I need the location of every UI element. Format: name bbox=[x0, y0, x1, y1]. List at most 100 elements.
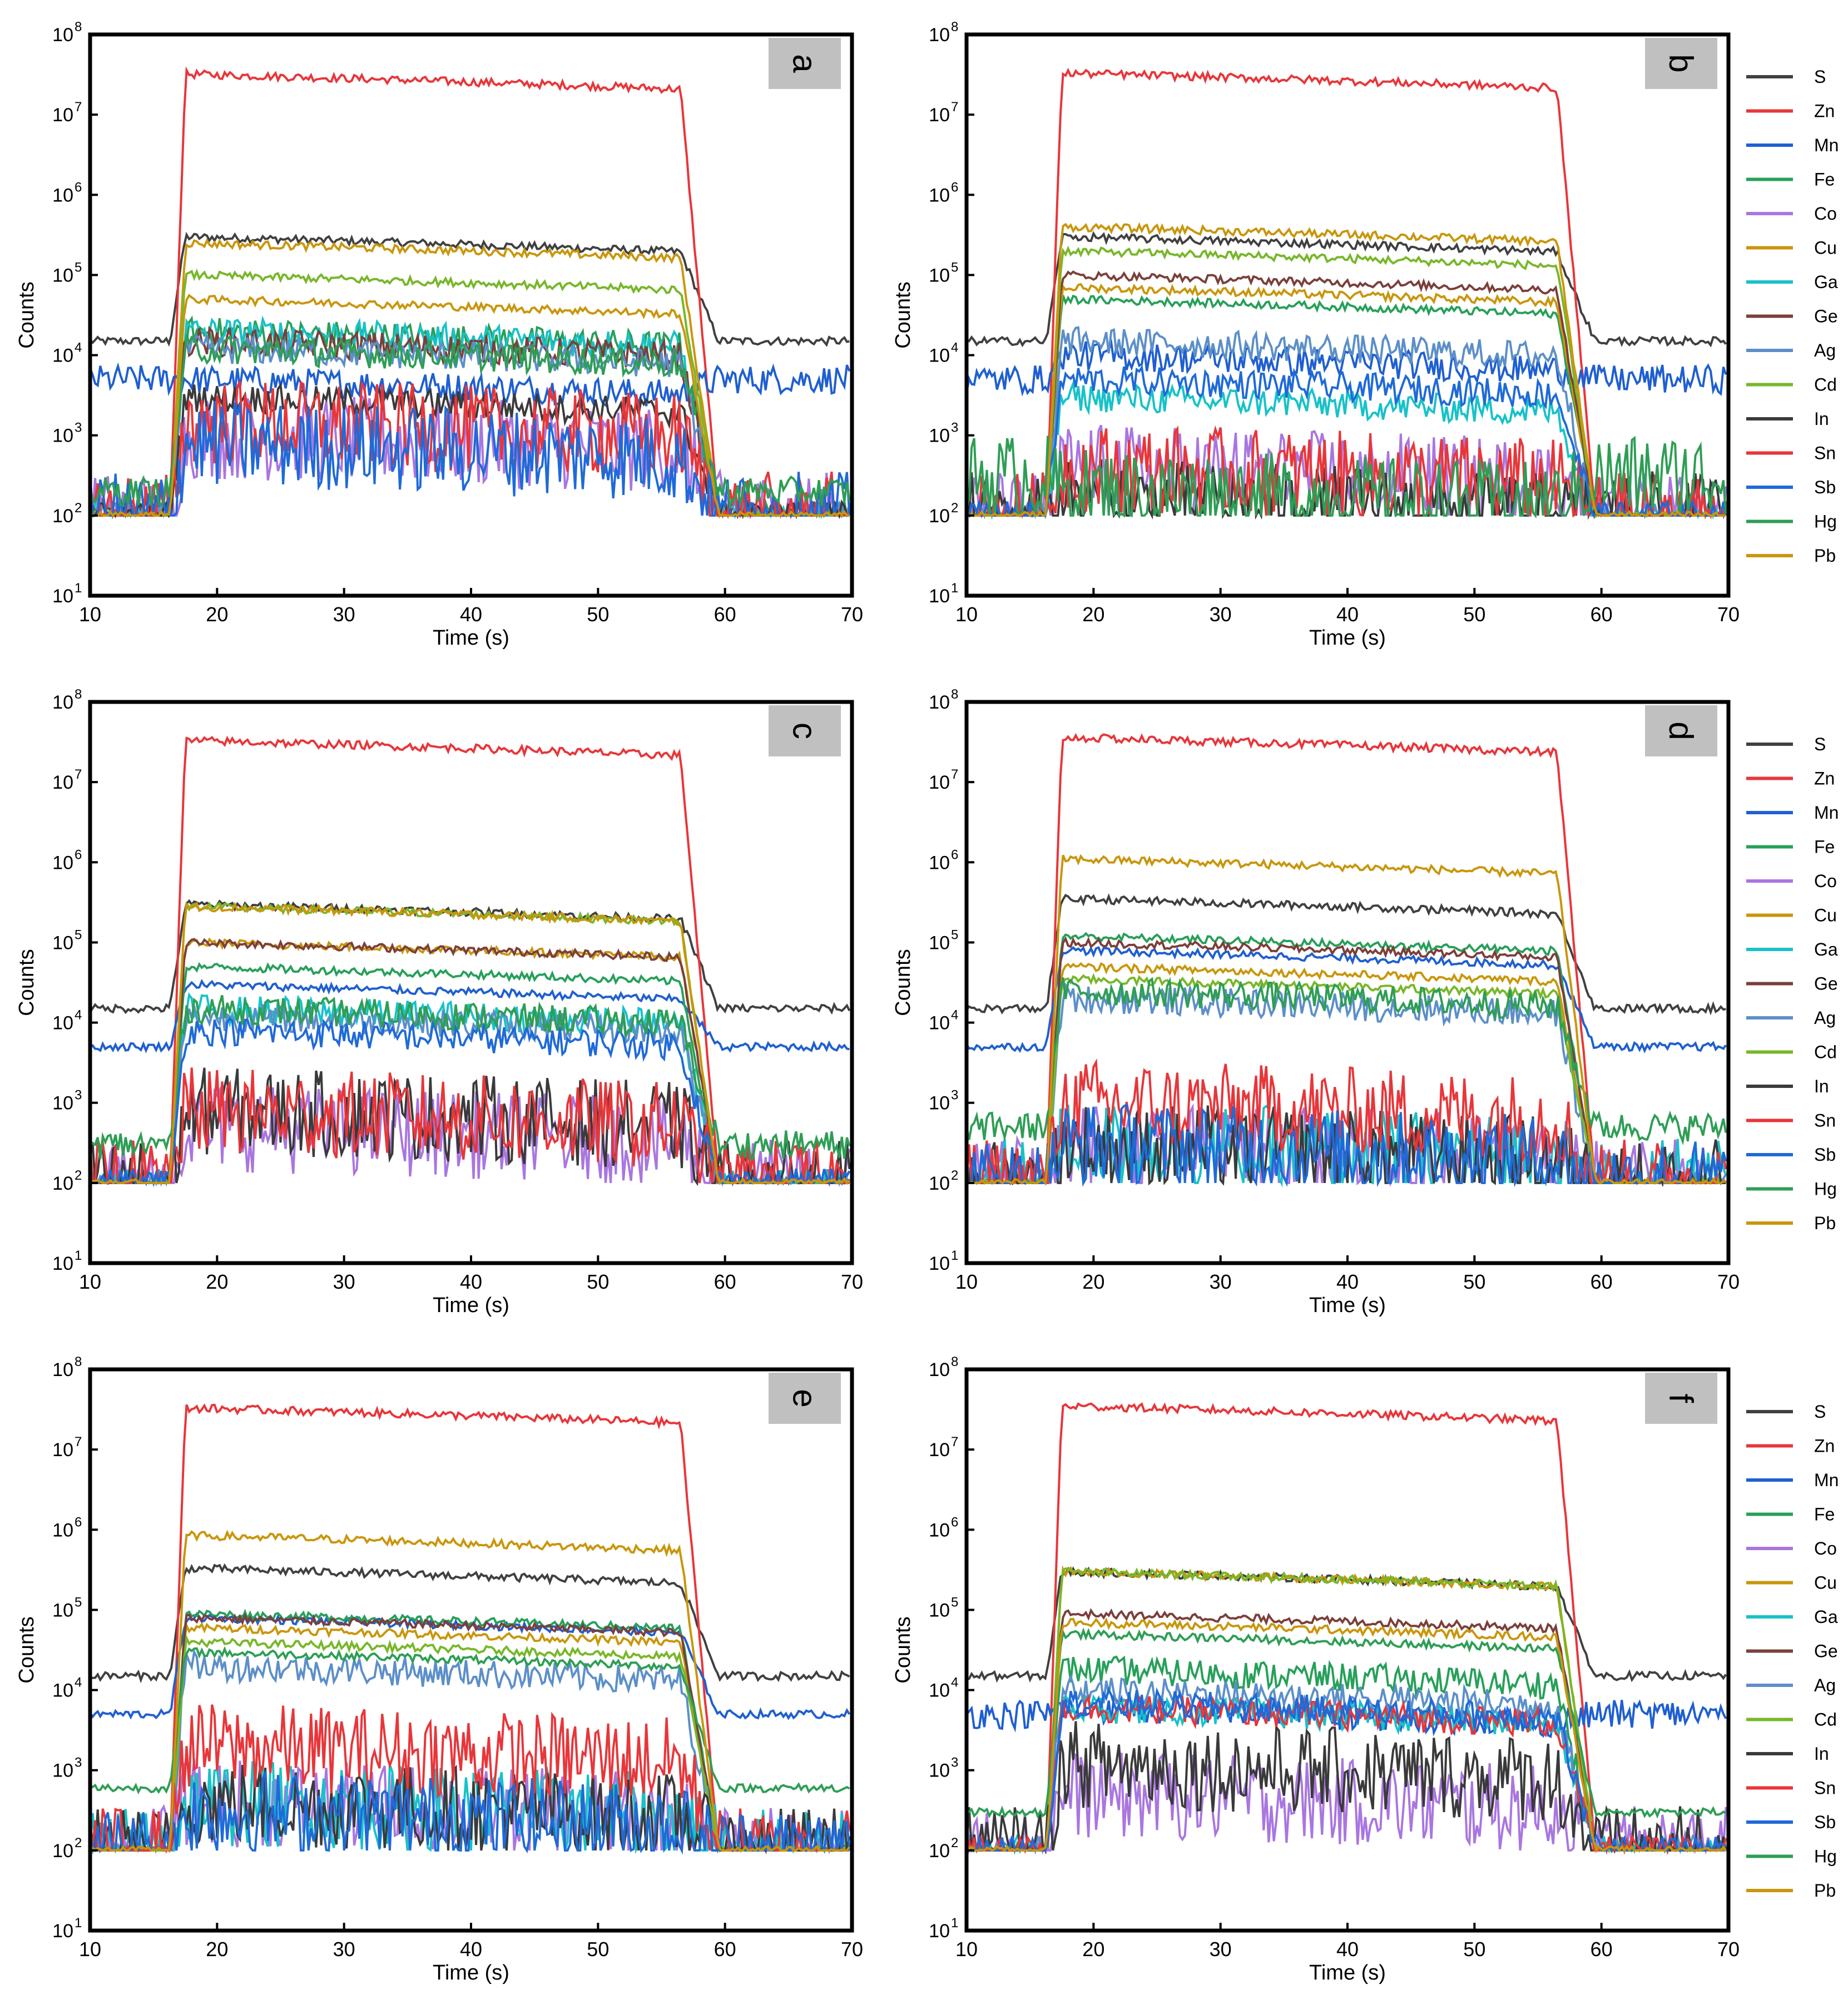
legend-label-Ge: Ge bbox=[1814, 306, 1838, 326]
plot-frame bbox=[88, 700, 854, 1265]
y-tick-exponent: 6 bbox=[75, 180, 82, 195]
y-tick-exponent: 2 bbox=[75, 1168, 82, 1183]
series-line-Sn bbox=[967, 1058, 1727, 1186]
legend-label-Cd: Cd bbox=[1814, 1710, 1837, 1730]
series-line-In bbox=[967, 1721, 1727, 1855]
x-tick-label: 70 bbox=[1717, 1270, 1740, 1293]
y-tick-label: 10 bbox=[52, 1921, 73, 1942]
x-tick-label: 60 bbox=[1591, 603, 1613, 626]
y-tick-exponent: 4 bbox=[75, 340, 82, 355]
legend: S Zn Mn Fe Co Cu Ga Ge Ag Cd In Sn Sb Hg Pb bbox=[1746, 734, 1839, 1233]
legend-label-Sn: Sn bbox=[1814, 443, 1836, 463]
y-tick-exponent: 7 bbox=[75, 767, 82, 782]
legend-label-Zn: Zn bbox=[1814, 101, 1835, 121]
series-line-Sb bbox=[967, 1686, 1726, 1854]
series-line-Mn bbox=[90, 978, 850, 1053]
y-tick-label: 10 bbox=[929, 1921, 950, 1942]
legend-label-Pb: Pb bbox=[1814, 1881, 1836, 1901]
y-tick-label: 10 bbox=[52, 772, 73, 793]
x-tick-label: 50 bbox=[1463, 603, 1485, 626]
panel-label-box bbox=[1645, 38, 1717, 89]
legend-label-Mn: Mn bbox=[1814, 803, 1839, 823]
y-tick-exponent: 6 bbox=[75, 847, 82, 862]
y-tick-label: 10 bbox=[52, 692, 73, 713]
y-tick-label: 10 bbox=[52, 1173, 73, 1194]
x-tick-label: 10 bbox=[79, 1938, 101, 1961]
y-tick-exponent: 5 bbox=[75, 260, 82, 275]
y-tick-label: 10 bbox=[929, 932, 950, 953]
x-tick-label: 70 bbox=[841, 1270, 863, 1293]
y-tick-label: 10 bbox=[929, 24, 950, 46]
y-tick-label: 10 bbox=[929, 1600, 950, 1621]
y-tick-label: 10 bbox=[929, 1359, 950, 1380]
x-axis-label: Time (s) bbox=[1309, 626, 1386, 650]
x-tick-label: 40 bbox=[1336, 1270, 1359, 1293]
x-tick-label: 70 bbox=[841, 603, 863, 626]
x-tick-label: 40 bbox=[1336, 1938, 1359, 1961]
series-group bbox=[90, 735, 851, 1187]
x-tick-label: 50 bbox=[587, 1270, 609, 1293]
series-line-Pb bbox=[967, 222, 1726, 517]
series-line-Hg bbox=[967, 977, 1727, 1146]
y-tick-label: 10 bbox=[52, 185, 73, 206]
y-tick-exponent: 6 bbox=[951, 847, 958, 862]
x-tick-label: 10 bbox=[955, 1938, 978, 1961]
series-line-S bbox=[90, 231, 850, 347]
y-tick-exponent: 1 bbox=[75, 1248, 82, 1263]
series-line-Pb bbox=[90, 901, 850, 1185]
series-line-Pb bbox=[967, 854, 1726, 1186]
y-tick-label: 10 bbox=[52, 425, 73, 447]
x-axis-label: Time (s) bbox=[433, 1294, 509, 1317]
y-tick-label: 10 bbox=[52, 586, 73, 607]
y-tick-label: 10 bbox=[52, 506, 73, 527]
y-tick-label: 10 bbox=[52, 1439, 73, 1461]
panel-label-box bbox=[769, 38, 841, 89]
y-tick-exponent: 7 bbox=[951, 1434, 958, 1449]
y-tick-exponent: 6 bbox=[75, 1515, 82, 1530]
series-line-Mn bbox=[967, 946, 1727, 1053]
legend-label-Zn: Zn bbox=[1814, 1436, 1835, 1456]
legend-label-Sb: Sb bbox=[1814, 477, 1836, 497]
legend-label-Fe: Fe bbox=[1814, 170, 1835, 190]
y-tick-label: 10 bbox=[929, 345, 950, 367]
panel-label: a bbox=[786, 54, 824, 73]
y-tick-exponent: 6 bbox=[951, 1515, 958, 1530]
y-tick-exponent: 3 bbox=[75, 1755, 82, 1770]
series-line-Hg bbox=[90, 994, 851, 1161]
legend-label-Pb: Pb bbox=[1814, 1213, 1836, 1233]
series-line-Pb bbox=[90, 294, 850, 518]
legend-label-Co: Co bbox=[1814, 871, 1837, 891]
panel-label: f bbox=[1663, 1394, 1700, 1403]
y-tick-exponent: 3 bbox=[951, 420, 958, 436]
y-tick-exponent: 2 bbox=[75, 501, 82, 516]
panel-label-box bbox=[1645, 705, 1717, 756]
legend-label-Mn: Mn bbox=[1814, 135, 1839, 155]
y-axis-label: Counts bbox=[891, 949, 915, 1016]
legend-label-Ag: Ag bbox=[1814, 1008, 1836, 1028]
legend-label-In: In bbox=[1814, 1744, 1829, 1764]
legend-label-Cd: Cd bbox=[1814, 1042, 1837, 1062]
legend: S Zn Mn Fe Co Cu Ga Ge Ag Cd In Sn Sb Hg Pb bbox=[1746, 1402, 1839, 1901]
y-tick-exponent: 3 bbox=[75, 1088, 82, 1103]
panel-label-box bbox=[769, 1373, 841, 1424]
panel-label: e bbox=[786, 1389, 824, 1407]
y-tick-label: 10 bbox=[929, 1840, 950, 1862]
y-axis-label: Counts bbox=[15, 949, 38, 1016]
y-tick-label: 10 bbox=[929, 105, 950, 126]
y-tick-exponent: 8 bbox=[951, 1354, 958, 1369]
y-tick-label: 10 bbox=[52, 1359, 73, 1380]
legend-label-Pb: Pb bbox=[1814, 546, 1836, 566]
y-tick-exponent: 7 bbox=[75, 1434, 82, 1449]
x-tick-label: 50 bbox=[1463, 1938, 1485, 1961]
y-tick-exponent: 8 bbox=[951, 19, 958, 34]
y-tick-exponent: 7 bbox=[951, 100, 958, 115]
series-line-Sn bbox=[90, 1067, 850, 1186]
y-tick-exponent: 5 bbox=[951, 927, 958, 942]
x-tick-label: 30 bbox=[333, 603, 355, 626]
legend-label-Ga: Ga bbox=[1814, 939, 1838, 959]
y-tick-label: 10 bbox=[929, 185, 950, 206]
y-tick-label: 10 bbox=[52, 1680, 73, 1701]
